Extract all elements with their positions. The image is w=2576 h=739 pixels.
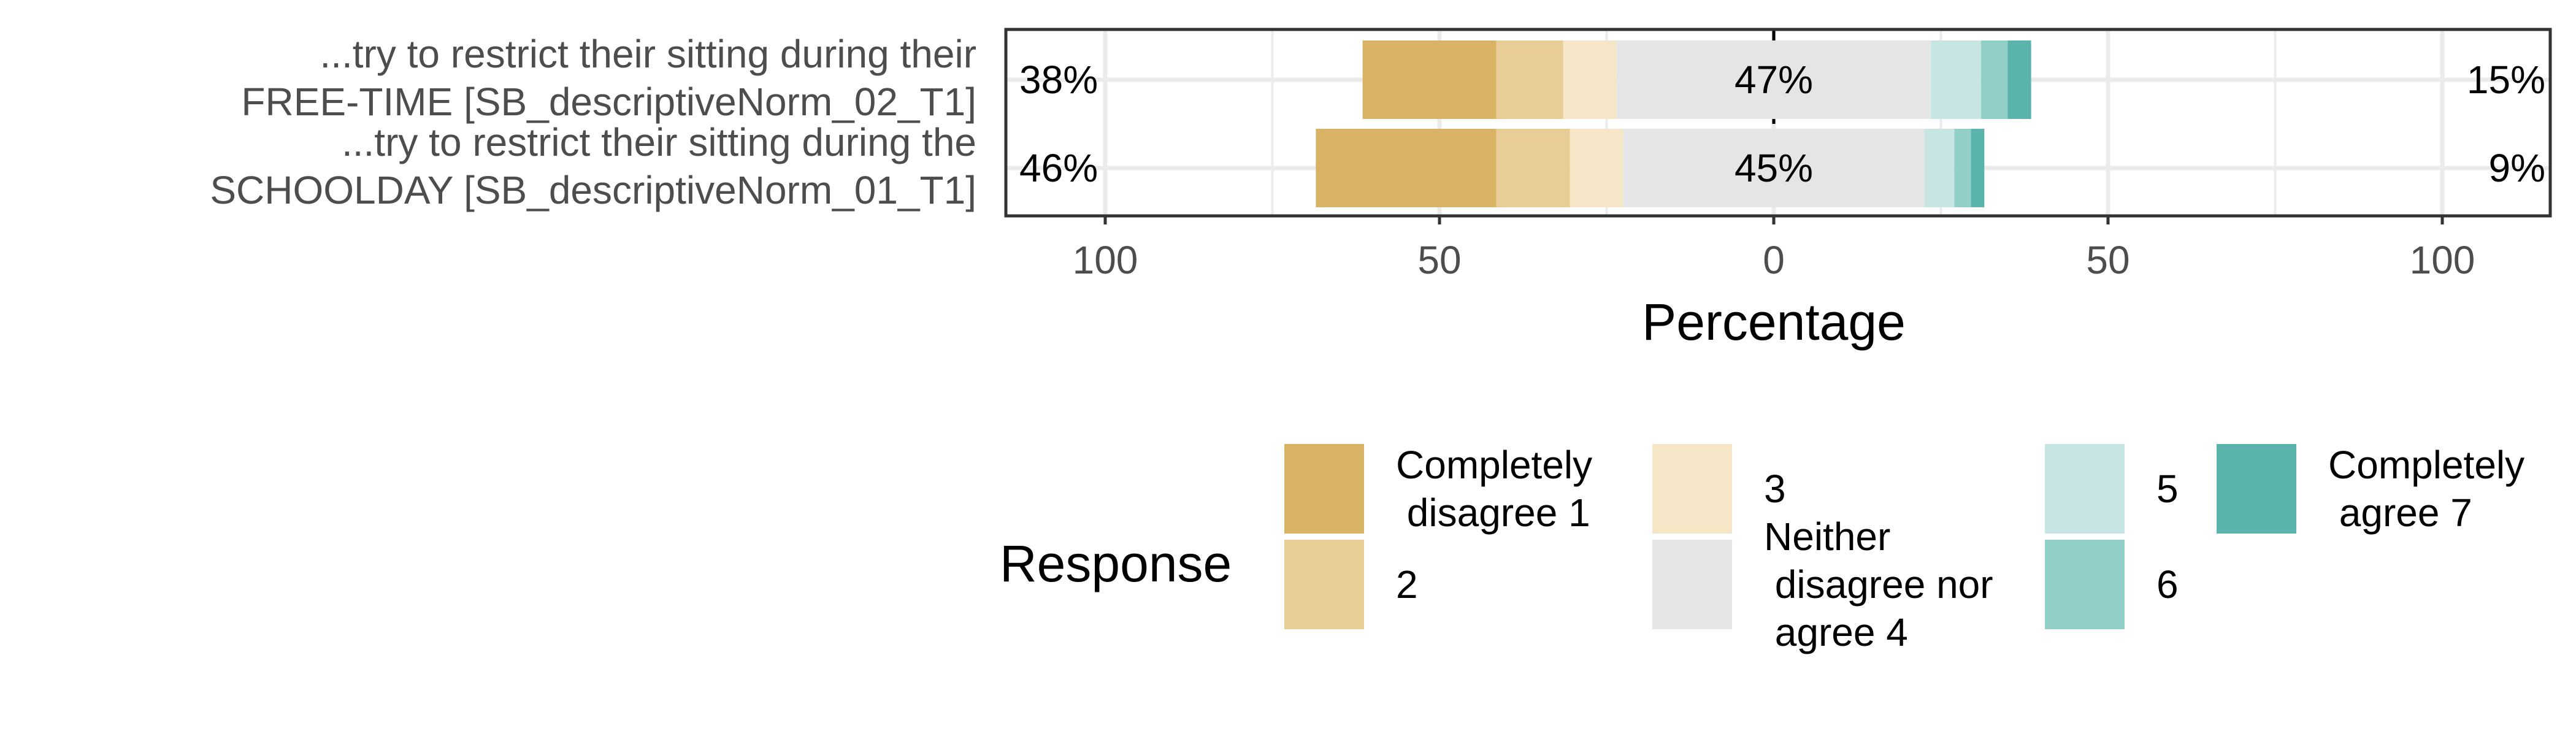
bar-segment-2-2: [1496, 129, 1570, 207]
legend-label-3: 3: [1764, 467, 1786, 511]
legend-label-6: 6: [2156, 562, 2179, 607]
bar-segment-2-1: [1316, 129, 1497, 207]
legend-title: Response: [1000, 535, 1232, 592]
legend-label-2: 2: [1396, 562, 1418, 607]
panel-border: [1004, 28, 2552, 218]
high-percent-label: 15%: [2467, 58, 2545, 102]
legend-label-1: Completely disagree 1: [1396, 443, 1592, 535]
high-percent-label: 9%: [2489, 146, 2546, 190]
legend-key-6: [2045, 540, 2125, 629]
bar-segment-1-2: [1496, 40, 1563, 119]
bar-segment-2-6: [1954, 129, 1971, 207]
legend-label-7: Completely agree 7: [2328, 443, 2524, 535]
bar-segment-1-7: [2007, 40, 2031, 119]
bar-segment-2-4: [1623, 129, 1925, 207]
x-axis-title: Percentage: [1642, 293, 1906, 351]
category-label-line: FREE-TIME [SB_descriptiveNorm_02_T1]: [241, 80, 976, 124]
legend-key-5: [2045, 444, 2125, 534]
x-tick-label: 100: [1073, 238, 1138, 282]
legend-label-5: 5: [2156, 467, 2179, 511]
legend-key-3: [1652, 444, 1732, 534]
legend-label-4: Neither disagree nor agree 4: [1764, 515, 1993, 654]
x-tick-label: 50: [2086, 238, 2129, 282]
bar-segment-2-7: [1971, 129, 1985, 207]
category-label-line: ...try to restrict their sitting during …: [342, 120, 976, 164]
neutral-percent-label: 45%: [1735, 146, 1813, 190]
x-tick-label: 100: [2410, 238, 2475, 282]
x-tick-label: 50: [1417, 238, 1461, 282]
bar-segment-1-5: [1931, 40, 1981, 119]
low-percent-label: 38%: [1019, 58, 1098, 102]
legend-key-4: [1652, 540, 1732, 629]
x-tick-label: 0: [1763, 238, 1785, 282]
neutral-percent-label: 47%: [1735, 58, 1813, 102]
bar-segment-1-6: [1980, 40, 2008, 119]
bar-segment-1-4: [1616, 40, 1931, 119]
bar-segment-1-3: [1563, 40, 1617, 119]
category-label-line: ...try to restrict their sitting during …: [320, 32, 976, 76]
legend-key-2: [1284, 540, 1364, 629]
category-label-line: SCHOOLDAY [SB_descriptiveNorm_01_T1]: [210, 168, 976, 212]
bar-segment-2-5: [1924, 129, 1955, 207]
bar-segment-2-3: [1570, 129, 1623, 207]
low-percent-label: 46%: [1019, 146, 1098, 190]
legend-key-1: [1284, 444, 1364, 534]
legend-key-7: [2217, 444, 2296, 534]
bar-segment-1-1: [1362, 40, 1497, 119]
